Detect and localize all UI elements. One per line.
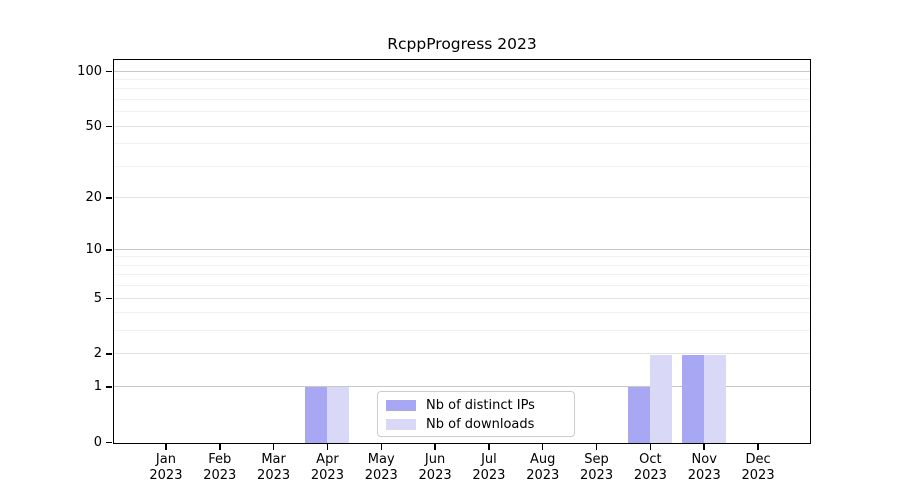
gridline — [114, 70, 810, 72]
y-tick-label: 1 — [93, 378, 102, 394]
y-tick-label: 0 — [93, 434, 102, 450]
legend-label-distinct-ips: Nb of distinct IPs — [426, 398, 535, 413]
x-tick-label: Jul 2023 — [472, 452, 506, 483]
legend-item-distinct-ips: Nb of distinct IPs — [386, 396, 568, 415]
x-tick-mark — [434, 444, 436, 450]
plot-area — [113, 59, 811, 444]
gridline — [114, 79, 810, 80]
gridline — [114, 165, 810, 167]
x-tick-mark — [380, 444, 382, 450]
x-tick-label: Feb 2023 — [203, 452, 237, 483]
x-tick-mark — [703, 444, 705, 450]
y-tick-mark — [106, 70, 112, 73]
x-tick-label: Aug 2023 — [526, 452, 560, 483]
gridline — [114, 88, 810, 90]
gridline — [114, 196, 810, 198]
x-tick-mark — [272, 444, 275, 450]
y-tick-mark — [106, 125, 112, 128]
x-tick-label: Apr 2023 — [310, 452, 344, 483]
bar-distinct-ips-oct — [627, 387, 650, 443]
bar-downloads-apr — [326, 387, 349, 443]
y-tick-mark — [106, 441, 112, 444]
x-tick-label: Oct 2023 — [633, 452, 667, 483]
legend-label-downloads: Nb of downloads — [426, 417, 535, 432]
bar-distinct-ips-nov — [681, 354, 704, 443]
y-tick-mark — [106, 353, 112, 355]
gridline — [114, 285, 810, 287]
x-tick-label: May 2023 — [364, 452, 398, 483]
y-tick-mark — [106, 386, 112, 388]
y-tick-mark — [106, 197, 112, 199]
gridline — [114, 125, 810, 127]
x-tick-label: Jan 2023 — [149, 452, 183, 483]
x-tick-mark — [219, 444, 221, 450]
legend-swatch-downloads — [386, 419, 416, 430]
x-tick-label: Jun 2023 — [418, 452, 452, 483]
y-tick-label: 100 — [77, 63, 102, 79]
y-tick-label: 10 — [85, 241, 102, 257]
bar-distinct-ips-apr — [304, 387, 327, 443]
y-tick-label: 5 — [93, 290, 102, 306]
gridline — [114, 256, 810, 258]
x-tick-label: Mar 2023 — [257, 452, 291, 483]
x-tick-label: Nov 2023 — [687, 452, 721, 483]
y-tick-mark — [106, 249, 112, 251]
gridline — [114, 264, 810, 266]
bar-downloads-nov — [703, 354, 726, 443]
gridline — [114, 353, 810, 355]
gridline — [114, 274, 810, 276]
legend-swatch-distinct-ips — [386, 400, 416, 411]
x-tick-mark — [649, 444, 652, 450]
x-tick-mark — [326, 444, 329, 450]
gridline — [114, 297, 810, 299]
chart-title: RcppProgress 2023 — [387, 35, 537, 53]
gridline — [114, 143, 810, 145]
legend-item-downloads: Nb of downloads — [386, 415, 568, 434]
gridline — [114, 98, 810, 100]
x-tick-mark — [757, 444, 759, 450]
legend: Nb of distinct IPs Nb of downloads — [377, 391, 575, 437]
bar-downloads-oct — [649, 354, 672, 443]
y-tick-label: 2 — [93, 346, 102, 362]
x-tick-mark — [488, 444, 490, 450]
gridline — [114, 385, 810, 387]
gridline — [114, 111, 810, 113]
gridline — [114, 248, 810, 250]
y-tick-label: 50 — [85, 118, 102, 134]
y-tick-label: 20 — [85, 189, 102, 205]
x-tick-mark — [541, 444, 544, 450]
x-tick-label: Sep 2023 — [580, 452, 614, 483]
y-tick-mark — [106, 297, 112, 300]
gridline — [114, 312, 810, 314]
x-tick-mark — [165, 444, 167, 450]
x-tick-mark — [595, 444, 598, 450]
x-tick-label: Dec 2023 — [741, 452, 775, 483]
gridline — [114, 330, 810, 332]
